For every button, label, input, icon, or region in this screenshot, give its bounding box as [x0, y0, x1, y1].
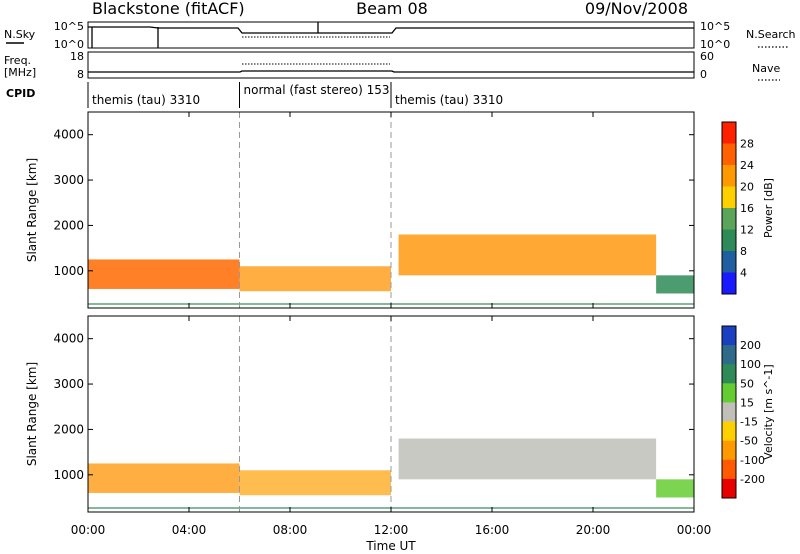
colorbar-tick-label: 20 [740, 181, 754, 194]
colorbar-tick-label: 15 [740, 396, 754, 409]
colorbar-tick-label: 8 [740, 245, 747, 258]
cpid-row: themis (tau) 3310 normal (fast stereo) 15… [87, 82, 503, 108]
colorbar-swatch [722, 440, 736, 461]
freq-right-tick-bottom: 0 [700, 68, 707, 81]
echo-region [656, 479, 694, 498]
x-tick-label: 16:00 [475, 523, 510, 537]
cpid-segment-label: themis (tau) 3310 [92, 93, 200, 107]
colorbar-tick-label: -100 [740, 454, 765, 467]
y-tick-label: 1000 [53, 264, 84, 278]
y-tick-label: 1000 [53, 468, 84, 482]
colorbar-swatch [722, 345, 736, 365]
echo-region [656, 275, 694, 294]
colorbar-tick-label: 4 [740, 267, 747, 280]
heatmap-panel: 1000 2000 3000 4000 Slant Range [km] 200 100 50… [25, 315, 775, 513]
colorbar-tick-label: 16 [740, 202, 754, 215]
x-tick-label: 04:00 [172, 523, 207, 537]
noise-left-tick-bottom: 10^0 [54, 38, 84, 51]
colorbar-label: Velocity [m s^-1] [762, 364, 775, 459]
cpid-segment-label: normal (fast stereo) 153 [244, 83, 390, 97]
noise-right-tick-top: 10^5 [700, 20, 730, 33]
colorbar-tick-label: 200 [740, 339, 761, 352]
colorbar-swatch [722, 364, 736, 384]
echo-region [398, 438, 657, 480]
echo-region [398, 234, 657, 276]
x-tick-label: 08:00 [273, 523, 308, 537]
nsky-label: N.Sky [4, 28, 36, 41]
nsky-trace [88, 26, 694, 34]
colorbar-swatch [722, 208, 736, 230]
x-tick-label: 20:00 [576, 523, 611, 537]
echo-region [88, 259, 240, 289]
nsearch-label: N.Search [746, 28, 796, 41]
cpid-segment-label: themis (tau) 3310 [395, 93, 503, 107]
x-tick-label: 12:00 [374, 523, 409, 537]
nave-label: Nave [752, 62, 780, 75]
colorbar-swatch [722, 165, 736, 187]
colorbar-swatch [722, 421, 736, 442]
echo-region [88, 463, 240, 493]
y-tick-label: 3000 [53, 377, 84, 391]
echo-region [239, 266, 391, 292]
colorbar-swatch [722, 402, 736, 423]
colorbar-swatch [722, 326, 736, 346]
freq-left-tick-bottom: 8 [77, 68, 84, 81]
noise-left-tick-top: 10^5 [54, 20, 84, 33]
colorbar-frame [721, 325, 737, 499]
colorbar-tick-label: 50 [740, 377, 754, 390]
noise-right-tick-bottom: 10^0 [700, 38, 730, 51]
freq-trace [88, 70, 694, 73]
colorbar-swatch [722, 251, 736, 273]
colorbar-swatch [722, 186, 736, 209]
colorbar-tick-label: 12 [740, 224, 754, 237]
freq-label-1: Freq. [4, 54, 31, 67]
freq-label-2: [MHz] [4, 66, 36, 79]
freq-panel [87, 51, 695, 79]
colorbar-tick-label: 100 [740, 358, 761, 371]
noise-panel [87, 21, 695, 49]
y-axis-label: Slant Range [km] [25, 158, 39, 262]
y-tick-label: 3000 [53, 173, 84, 187]
cpid-label: CPID [6, 87, 35, 100]
x-tick-label: 00:00 [71, 523, 106, 537]
station-title: Blackstone (fitACF) [92, 0, 245, 18]
colorbar-tick-label: -15 [740, 416, 758, 429]
colorbar-swatch [722, 229, 736, 252]
colorbar-swatch [722, 272, 736, 295]
colorbar-frame [721, 121, 737, 295]
colorbar-swatch [722, 122, 736, 144]
heatmap-panel: 1000 2000 3000 4000 Slant Range [km] 4 8 12 16 20… [25, 111, 775, 309]
y-axis-label: Slant Range [km] [25, 362, 39, 466]
y-tick-label: 4000 [53, 128, 84, 142]
y-tick-label: 2000 [53, 218, 84, 232]
x-tick-label: 00:00 [677, 523, 712, 537]
time-axis: 00:00 04:00 08:00 12:00 16:00 20:00 00:00 [71, 112, 712, 537]
freq-right-tick-top: 60 [700, 50, 714, 63]
echo-region [239, 470, 391, 496]
colorbar-label: Power [dB] [762, 178, 775, 238]
colorbar-tick-label: -50 [740, 435, 758, 448]
y-tick-label: 4000 [53, 332, 84, 346]
heatmap-panels: 1000 2000 3000 4000 Slant Range [km] 4 8 12 16 20… [25, 111, 775, 513]
colorbar-swatch [722, 143, 736, 166]
colorbar-swatch [722, 383, 736, 403]
y-tick-label: 2000 [53, 422, 84, 436]
colorbar-swatch [722, 459, 736, 480]
colorbar-swatch [722, 478, 736, 499]
freq-left-tick-top: 18 [70, 50, 84, 63]
colorbar-tick-label: 24 [740, 159, 754, 172]
beam-title: Beam 08 [356, 0, 428, 18]
x-axis-label: Time UT [365, 539, 416, 553]
date-title: 09/Nov/2008 [585, 0, 688, 18]
colorbar-tick-label: 28 [740, 138, 754, 151]
colorbar-tick-label: -200 [740, 473, 765, 486]
